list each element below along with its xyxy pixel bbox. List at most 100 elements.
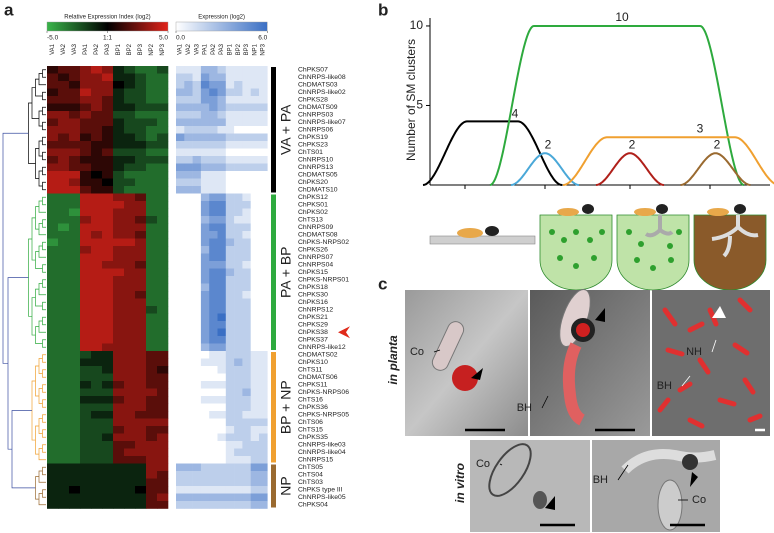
heatmap-cell	[91, 133, 103, 142]
heatmap-cell	[124, 411, 136, 419]
heatmap-cell	[157, 366, 169, 374]
heatmap-cell	[259, 81, 268, 89]
heatmap-cell	[184, 433, 193, 442]
structure-label: BH	[517, 402, 532, 414]
heatmap-cell	[135, 223, 147, 232]
heatmap-cell	[209, 373, 218, 382]
heatmap-cell	[200, 321, 210, 329]
heatmap-cell	[184, 351, 193, 359]
heatmap-cell	[146, 186, 158, 194]
heatmap-cell	[176, 96, 185, 104]
heatmap-cell	[242, 96, 251, 104]
heatmap-cell	[157, 193, 169, 202]
heatmap-cell	[192, 493, 202, 502]
heatmap-cell	[47, 291, 59, 299]
heatmap-cell	[157, 501, 169, 509]
heatmap-cell	[146, 81, 158, 89]
heatmap-cell	[47, 111, 59, 119]
heatmap-cell	[242, 141, 251, 149]
heatmap-cell	[225, 298, 235, 307]
heatmap-cell	[124, 133, 136, 142]
heatmap-cell	[102, 283, 114, 292]
heatmap-cell	[217, 373, 227, 382]
heatmap-cell	[58, 388, 70, 397]
heatmap-cell	[200, 463, 210, 472]
heatmap-cell	[91, 141, 103, 149]
heatmap-cell	[124, 501, 136, 509]
heatmap-cell	[200, 111, 210, 119]
heatmap-cell	[259, 291, 268, 299]
heatmap-cell	[234, 478, 243, 487]
heatmap-cell	[102, 223, 114, 232]
heatmap-cell	[242, 441, 251, 449]
heatmap-cell	[146, 133, 158, 142]
heatmap-cell	[234, 306, 243, 314]
heatmap-cell	[217, 321, 227, 329]
heatmap-cell	[58, 291, 70, 299]
heatmap-cell	[113, 193, 125, 202]
heatmap-cell	[217, 358, 227, 367]
heatmap-cell	[184, 306, 193, 314]
heatmap-cell	[124, 351, 136, 359]
heatmap-cell	[234, 201, 243, 209]
heatmap-cell	[69, 253, 81, 262]
heatmap-cell	[58, 201, 70, 209]
heatmap-cell	[259, 186, 268, 194]
heatmap-cell	[80, 238, 92, 247]
heatmap-cell	[157, 268, 169, 277]
heatmap-cell	[225, 81, 235, 89]
heatmap-cell	[242, 366, 251, 374]
heatmap-cell	[250, 111, 260, 119]
heatmap-cell	[192, 88, 202, 97]
heatmap-cell	[176, 373, 185, 382]
heatmap-cell	[250, 156, 260, 164]
heatmap-cell	[135, 493, 147, 502]
heatmap-cell	[135, 343, 147, 352]
heatmap-cell	[200, 403, 210, 412]
heatmap-cell	[184, 373, 193, 382]
heatmap-cell	[234, 471, 243, 479]
heatmap-cell	[80, 208, 92, 217]
heatmap-cell	[91, 313, 103, 322]
heatmap-cell	[250, 418, 260, 427]
group-bar	[271, 67, 276, 193]
structure-label: Co	[410, 346, 424, 358]
heatmap-cell	[250, 486, 260, 494]
heatmap-cell	[242, 343, 251, 352]
heatmap-cell	[250, 373, 260, 382]
heatmap-cell	[157, 253, 169, 262]
heatmap-cell	[102, 253, 114, 262]
heatmap-cell	[234, 403, 243, 412]
gene-label: ChNRPS15	[298, 457, 333, 464]
heatmap-cell	[47, 493, 59, 502]
heatmap-cell	[47, 456, 59, 464]
heatmap-cell	[124, 306, 136, 314]
dendrogram-branch	[7, 277, 29, 450]
heatmap-cell	[225, 238, 235, 247]
heatmap-cell	[69, 283, 81, 292]
heatmap-cell	[259, 118, 268, 127]
heatmap-cell	[242, 433, 251, 442]
heatmap-cell	[192, 126, 202, 134]
heatmap-cell	[225, 478, 235, 487]
heatmap-cell	[124, 336, 136, 344]
heatmap-cell	[176, 291, 185, 299]
heatmap-cell	[234, 66, 243, 74]
dendrogram-branch	[42, 181, 46, 191]
heatmap-cell	[217, 178, 227, 187]
heatmap-cell	[102, 463, 114, 472]
heatmap-cell	[217, 268, 227, 277]
heatmap-cell	[184, 66, 193, 74]
heatmap-cell	[47, 141, 59, 149]
heatmap-cell	[217, 298, 227, 307]
heatmap-cell	[176, 103, 185, 112]
heatmap-cell	[80, 411, 92, 419]
heatmap-cell	[80, 216, 92, 224]
heatmap-cell	[113, 411, 125, 419]
heatmap-cell	[91, 283, 103, 292]
heatmap-cell	[69, 343, 81, 352]
colorbar-tick-label: 6.0	[258, 35, 267, 42]
heatmap-cell	[146, 396, 158, 404]
heatmap-cell	[91, 216, 103, 224]
heatmap-cell	[47, 208, 59, 217]
